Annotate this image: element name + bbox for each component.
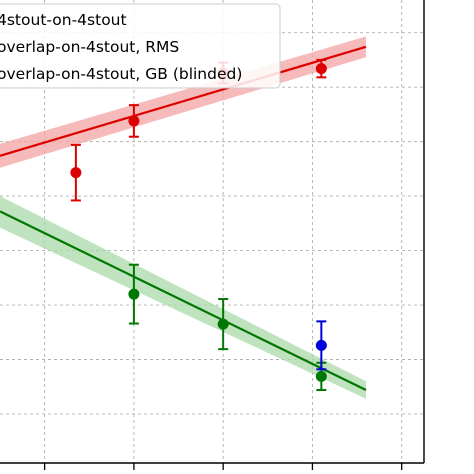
legend: 4stout-on-4stout overlap-on-4stout, RMS …	[0, 3, 281, 89]
data-point	[315, 339, 327, 351]
data-point	[315, 63, 327, 75]
fit-line-series-1	[0, 45, 367, 157]
legend-frame	[0, 3, 281, 89]
legend-label-4stout-on-4stout: 4stout-on-4stout	[0, 11, 127, 29]
data-point	[128, 115, 140, 127]
confidence-band-series-2	[0, 196, 366, 399]
legend-label-overlap-gb-blinded: overlap-on-4stout, GB (blinded)	[0, 65, 242, 83]
fit-lines	[0, 45, 367, 391]
data-point	[70, 167, 82, 179]
axes-frame	[0, 0, 425, 464]
fit-line-series-2	[0, 210, 367, 391]
data-point	[315, 370, 327, 382]
x-tick-marks	[43, 463, 403, 470]
legend-label-overlap-rms: overlap-on-4stout, RMS	[0, 38, 179, 56]
data-point	[217, 318, 229, 330]
data-point	[128, 288, 140, 300]
